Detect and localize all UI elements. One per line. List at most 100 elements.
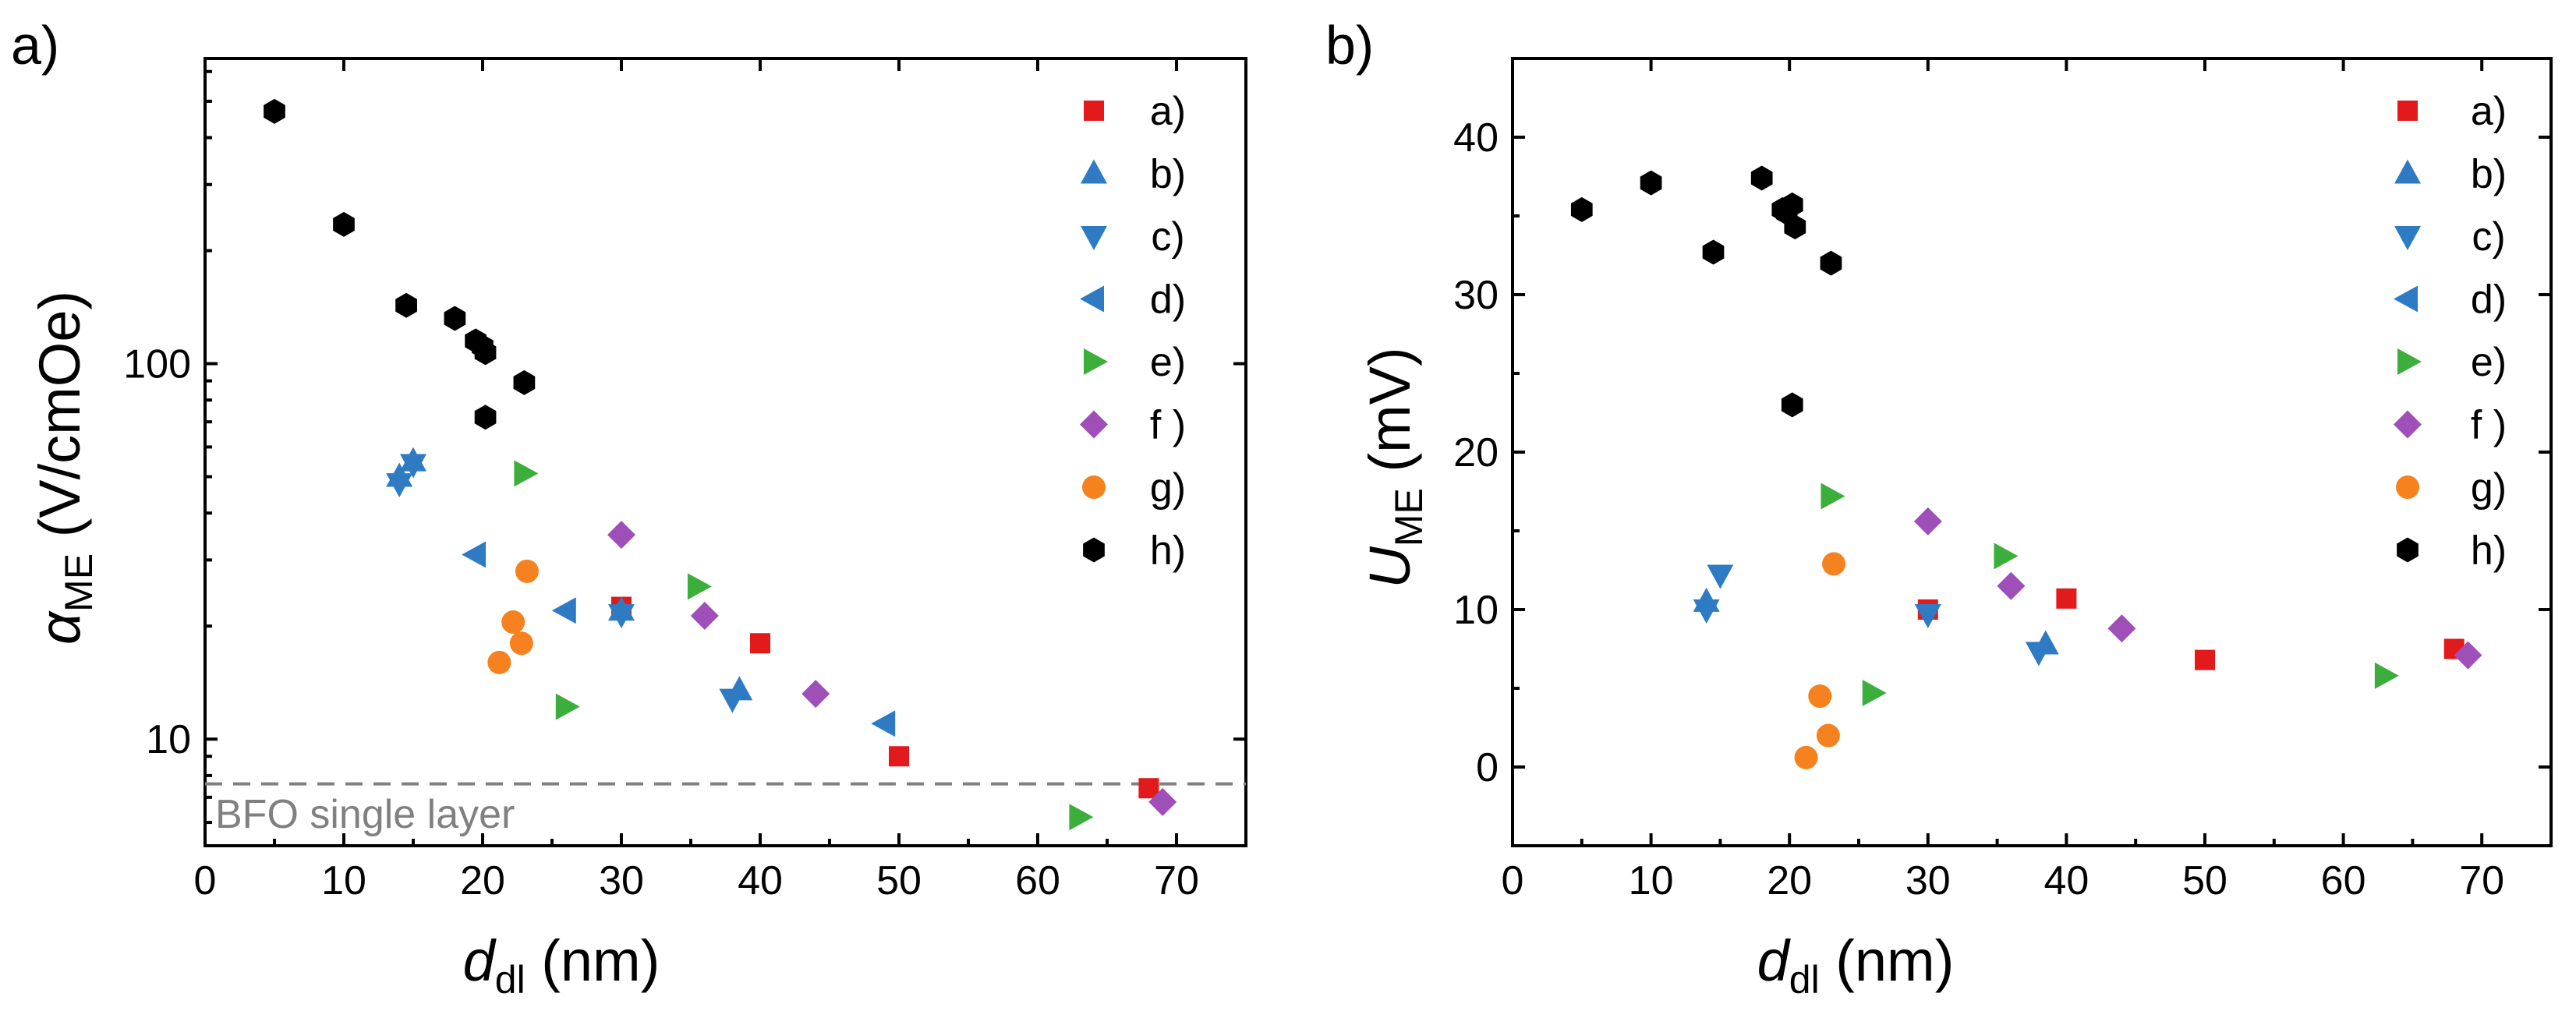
data-point — [2374, 662, 2399, 689]
axes-frame — [1511, 57, 2553, 847]
data-point — [871, 710, 896, 737]
y-tick-label: 40 — [1453, 115, 1499, 161]
x-tick-label: 60 — [1015, 858, 1060, 903]
data-point — [501, 610, 525, 635]
legend: a) b) c) d) e) f ) g) h) — [2394, 89, 2507, 574]
x-tick-label: 40 — [738, 858, 783, 903]
x-tick-label: 20 — [460, 858, 505, 903]
data-point — [514, 460, 539, 487]
legend-label: d) — [1150, 277, 1186, 323]
legend-marker — [1084, 101, 1104, 121]
data-point — [474, 405, 497, 430]
data-point — [462, 541, 487, 568]
legend-label: f ) — [1150, 403, 1186, 448]
data-point — [1862, 680, 1887, 707]
legend-marker — [1081, 226, 1107, 250]
data-point — [750, 633, 770, 654]
legend: a) b) c) d) e) f ) g) h) — [1080, 89, 1186, 574]
y-tick-label: 20 — [1453, 430, 1499, 475]
x-tick-label: 10 — [1629, 858, 1674, 903]
x-tick-label: 0 — [194, 858, 217, 903]
data-point — [1148, 787, 1177, 816]
x-tick-label: 50 — [2182, 858, 2227, 903]
legend-marker — [1083, 537, 1105, 563]
data-point — [719, 688, 746, 713]
data-point — [2056, 588, 2077, 609]
panel-a: a) BFO single layer 0 10 20 30 40 50 60 70 10 100… — [11, 15, 1247, 1002]
data-point — [2454, 641, 2482, 670]
data-point — [386, 473, 413, 498]
data-point — [515, 559, 539, 583]
data-point — [1640, 170, 1662, 196]
data-point — [1693, 599, 1720, 624]
x-tick-label: 70 — [1154, 858, 1199, 903]
data-point — [1913, 507, 1942, 536]
data-point — [2025, 642, 2052, 666]
legend-label: f ) — [2471, 403, 2507, 448]
data-point — [395, 292, 417, 318]
data-point — [801, 680, 830, 709]
data-points — [264, 98, 1177, 831]
legend-label: c) — [2472, 214, 2505, 260]
data-point — [1997, 571, 2026, 600]
plot-axes: 0 10 20 30 40 50 60 70 0 10 20 30 40 — [1453, 57, 2553, 903]
x-tick-label: 60 — [2321, 858, 2366, 903]
legend-marker — [2394, 159, 2421, 184]
x-axis-title: ddl (nm) — [1757, 928, 1955, 1002]
plot-axes: 0 10 20 30 40 50 60 70 10 100 — [123, 57, 1247, 903]
data-point — [1750, 165, 1773, 191]
data-point — [1781, 392, 1803, 418]
data-point — [509, 631, 533, 656]
data-point — [1914, 604, 1941, 629]
panel-label: a) — [11, 15, 59, 76]
legend-marker — [2394, 226, 2421, 250]
x-tick-label: 0 — [1502, 858, 1524, 903]
data-point — [444, 306, 466, 331]
x-axis-title: ddl (nm) — [463, 928, 660, 1002]
data-point — [889, 746, 909, 767]
reference-line-label: BFO single layer — [215, 792, 515, 837]
data-point — [513, 369, 536, 395]
legend-label: h) — [1150, 528, 1186, 574]
data-point — [608, 604, 635, 629]
legend-marker — [2394, 285, 2418, 313]
x-tick-label: 70 — [2459, 858, 2504, 903]
data-point — [687, 573, 712, 600]
data-point — [1820, 250, 1842, 276]
legend-label: g) — [1150, 465, 1186, 511]
y-tick-label: 30 — [1453, 273, 1499, 318]
legend-label: e) — [2471, 340, 2507, 385]
data-point — [1994, 543, 2019, 570]
data-point — [2195, 649, 2215, 670]
legend-label: a) — [1150, 89, 1186, 134]
legend-label: g) — [2471, 465, 2507, 511]
data-point — [1816, 723, 1840, 748]
data-point — [264, 98, 285, 124]
y-tick-label: 10 — [1453, 588, 1499, 633]
x-tick-label: 30 — [1905, 858, 1951, 903]
data-point — [2107, 614, 2136, 643]
data-point — [690, 602, 719, 631]
data-point — [1069, 804, 1094, 831]
legend-marker — [2396, 475, 2419, 499]
axes-frame — [203, 57, 1247, 847]
data-point — [1808, 684, 1832, 709]
legend-marker — [1081, 159, 1107, 184]
data-point — [472, 334, 494, 359]
data-point — [1822, 552, 1846, 576]
x-tick-label: 40 — [2043, 858, 2089, 903]
data-point — [607, 521, 635, 550]
legend-marker — [2397, 348, 2422, 375]
legend-marker — [1084, 348, 1108, 375]
data-point — [1707, 564, 1734, 589]
data-point — [1702, 239, 1725, 265]
x-tick-label: 10 — [321, 858, 366, 903]
x-tick-label: 20 — [1767, 858, 1812, 903]
x-tick-label: 30 — [599, 858, 644, 903]
legend-marker — [1082, 475, 1106, 499]
data-point — [1794, 745, 1818, 769]
y-axis-title: αME (V/cmOe) — [27, 291, 101, 645]
legend-label: b) — [2471, 152, 2507, 197]
y-tick-label: 100 — [123, 342, 191, 387]
